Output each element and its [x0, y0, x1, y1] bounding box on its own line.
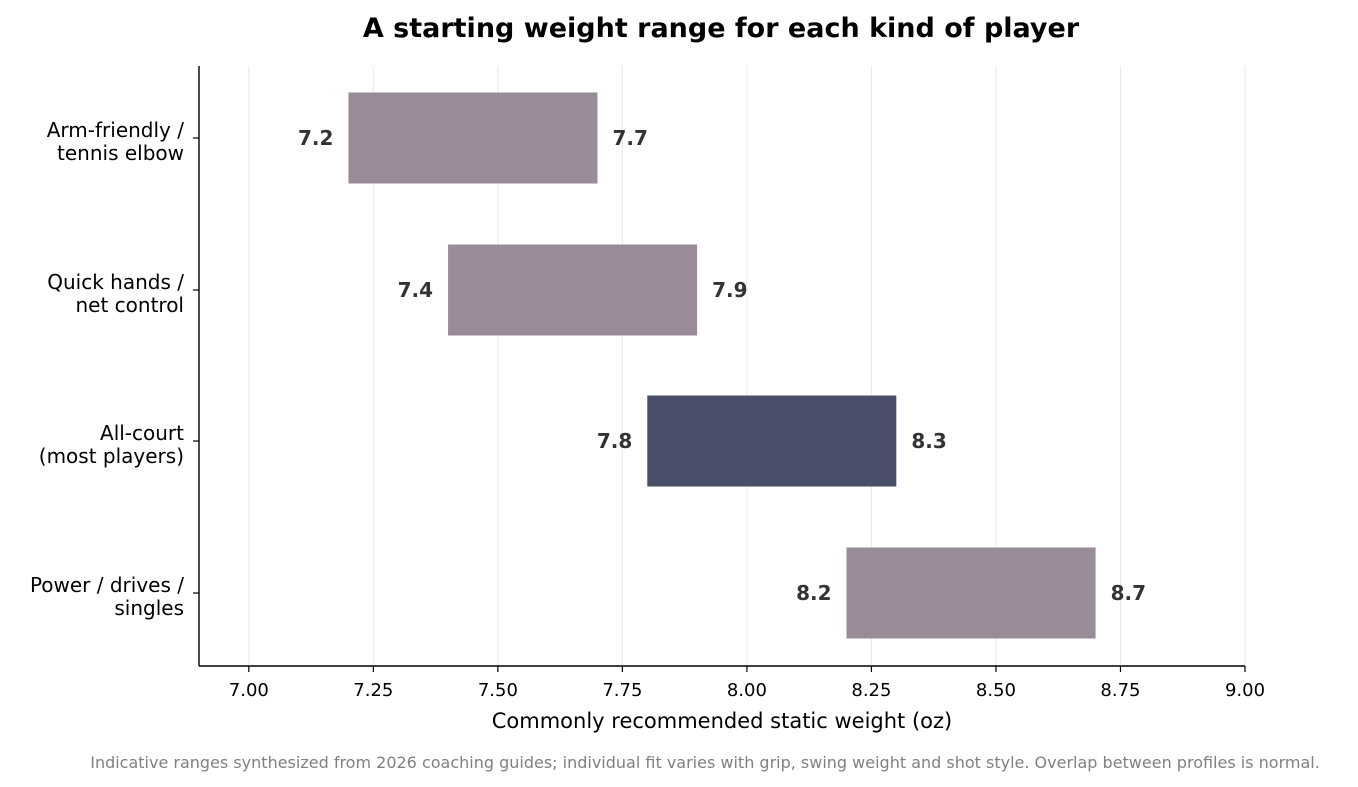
chart-title: A starting weight range for each kind of…: [363, 13, 1080, 44]
range-high-label: 8.7: [1111, 581, 1146, 605]
x-tick-label: 7.00: [229, 680, 269, 701]
range-low-label: 7.4: [398, 278, 433, 302]
range-high-label: 7.9: [712, 278, 747, 302]
range-bar: [448, 244, 698, 336]
x-tick-label: 8.75: [1100, 680, 1140, 701]
range-bar: [348, 92, 598, 184]
x-tick-label: 8.50: [976, 680, 1016, 701]
x-tick-label: 7.75: [602, 680, 642, 701]
x-tick-label: 7.50: [478, 680, 518, 701]
category-label: Arm-friendly /: [47, 118, 184, 142]
range-bar: [647, 395, 897, 487]
range-low-label: 8.2: [796, 581, 831, 605]
range-bars: [348, 92, 1096, 639]
range-low-label: 7.2: [298, 126, 333, 150]
category-label: tennis elbow: [57, 141, 184, 165]
range-high-label: 7.7: [612, 126, 647, 150]
category-label: Quick hands /: [47, 270, 184, 294]
category-label: singles: [114, 596, 184, 620]
category-label: Power / drives /: [30, 573, 184, 597]
labels: 7.00 7.25 7.50 7.75 8.00 8.25 8.50 8.75 9.00 Arm-…: [30, 118, 1265, 701]
x-axis-title: Commonly recommended static weight (oz): [492, 709, 952, 733]
footnote: Indicative ranges synthesized from 2026 …: [90, 753, 1320, 772]
range-bar: [846, 547, 1096, 639]
category-label: net control: [75, 293, 184, 317]
range-low-label: 7.8: [597, 429, 632, 453]
x-tick-label: 7.25: [353, 680, 393, 701]
category-label: (most players): [39, 444, 184, 468]
range-high-label: 8.3: [911, 429, 946, 453]
x-tick-label: 9.00: [1225, 680, 1265, 701]
x-tick-label: 8.25: [851, 680, 891, 701]
category-label: All-court: [100, 421, 184, 445]
x-tick-label: 8.00: [727, 680, 767, 701]
